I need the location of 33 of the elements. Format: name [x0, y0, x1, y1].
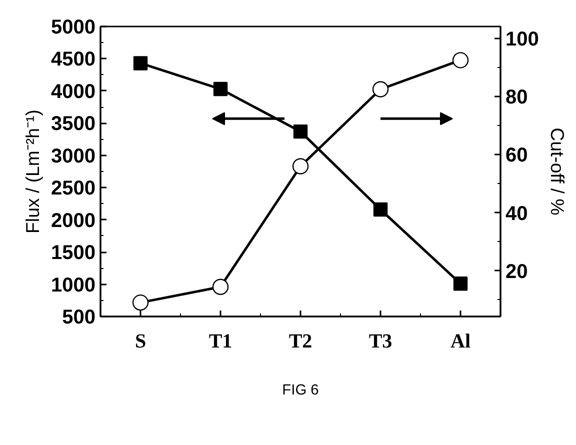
y-tick-label: 4500 — [51, 48, 96, 71]
x-tick-label: Al — [450, 330, 471, 352]
y2-tick-label: 60 — [506, 144, 528, 167]
y2-tick-label: 100 — [506, 28, 539, 50]
point — [292, 158, 309, 174]
y-tick-label: 2500 — [51, 178, 96, 200]
x-tick-label: T2 — [288, 330, 312, 352]
y2-tick-label: 80 — [506, 86, 528, 109]
y-tick-label: 500 — [62, 306, 96, 328]
y-axis-title: Flux / (Lm⁻²h⁻¹) — [22, 110, 44, 234]
y2-tick-label: 20 — [506, 260, 528, 283]
point — [213, 82, 228, 96]
point — [373, 202, 388, 217]
point — [133, 56, 148, 70]
point — [452, 52, 469, 68]
x-tick-label: T1 — [208, 330, 232, 352]
y-tick-label: 1000 — [51, 274, 96, 296]
y-tick-label: 3000 — [51, 145, 96, 168]
y-tick-label: 1500 — [51, 242, 96, 264]
point — [293, 124, 308, 139]
point — [212, 278, 229, 295]
y-tick-label: 4000 — [51, 80, 96, 103]
point — [372, 81, 389, 98]
y2-tick-label: 40 — [506, 202, 528, 225]
y-tick-label: 2000 — [51, 210, 96, 232]
point — [132, 294, 149, 311]
caption: FIG 6 — [282, 382, 319, 398]
point — [453, 276, 468, 291]
y2-axis-title: Cut-off / % — [546, 128, 568, 216]
y-tick-label: 5000 — [51, 16, 96, 38]
y-tick-label: 3500 — [51, 113, 96, 136]
x-tick-label: S — [134, 330, 146, 352]
x-tick-label: T3 — [368, 330, 392, 352]
